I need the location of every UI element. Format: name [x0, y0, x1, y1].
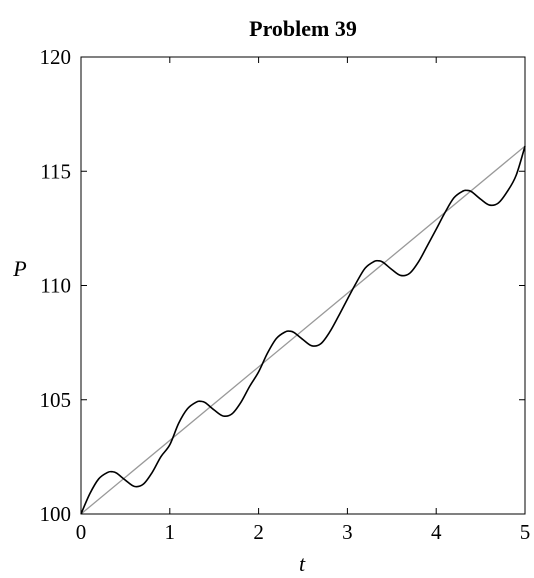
x-tick-label: 0 [76, 520, 87, 544]
y-tick-label: 100 [40, 502, 72, 526]
series-line-black [80, 145, 526, 515]
x-tick-label: 2 [253, 520, 264, 544]
x-tick-label: 3 [342, 520, 353, 544]
y-tick-label: 105 [40, 388, 72, 412]
x-axis-label: t [299, 551, 306, 576]
series-line-gray [80, 145, 526, 515]
y-tick-label: 115 [40, 159, 71, 183]
x-tick-label: 5 [520, 520, 531, 544]
series-layer [80, 145, 526, 515]
tick-marks [80, 56, 526, 515]
plot-frame [80, 56, 526, 515]
x-tick-label: 1 [165, 520, 176, 544]
y-axis-label: P [12, 256, 26, 281]
y-tick-label: 120 [40, 45, 72, 69]
chart-title: Problem 39 [249, 16, 357, 41]
tick-labels: 0 1 2 3 4 5 100 105 110 115 120 [40, 45, 531, 544]
x-tick-label: 4 [431, 520, 442, 544]
y-tick-label: 110 [40, 274, 71, 298]
